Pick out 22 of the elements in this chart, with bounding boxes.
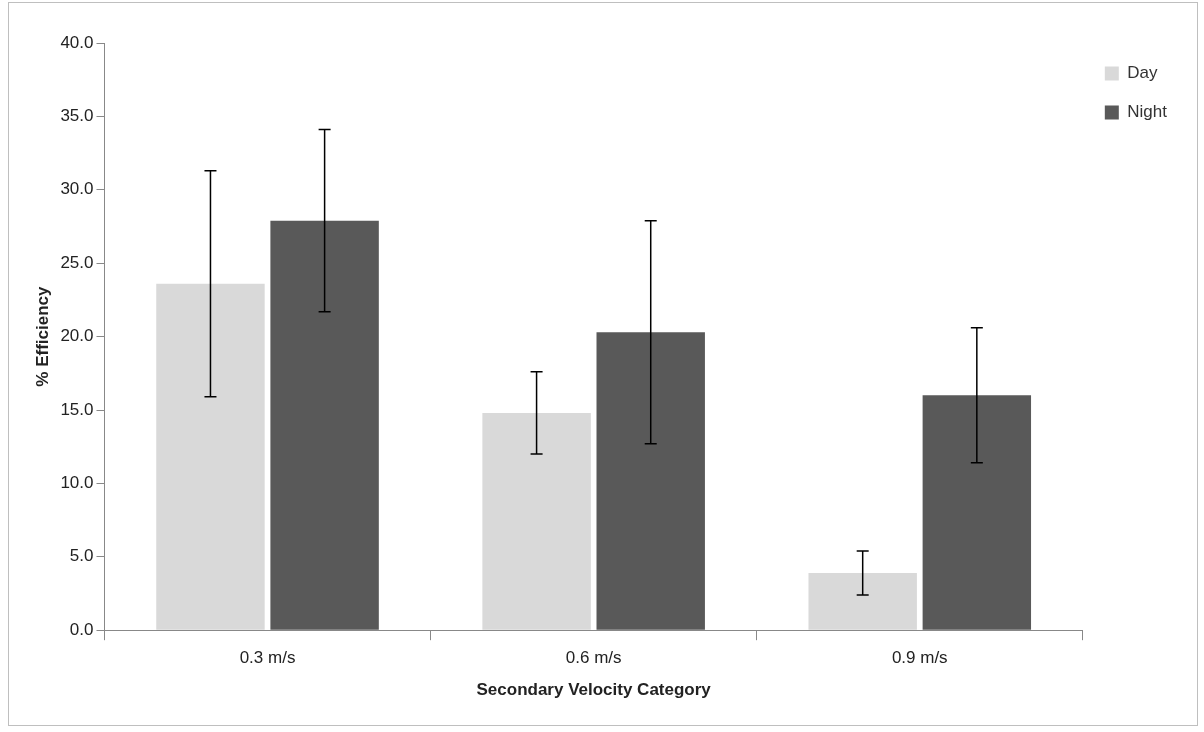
bar (482, 412, 591, 630)
legend-label: Day (1127, 63, 1159, 83)
x-axis-title: Secondary Velocity Category (476, 680, 712, 700)
bar (156, 283, 265, 630)
y-tick-label: 30.0 (60, 179, 94, 199)
y-tick-label: 35.0 (60, 106, 94, 126)
y-tick-label: 25.0 (60, 252, 94, 272)
bar (270, 220, 379, 630)
bar (808, 572, 917, 630)
x-tick-label: 0.6 m/s (565, 648, 622, 668)
y-tick-label: 0.0 (69, 619, 94, 639)
x-tick-label: 0.3 m/s (239, 648, 296, 668)
bar (596, 332, 705, 630)
y-tick-label: 10.0 (60, 473, 94, 493)
y-tick-label: 15.0 (60, 399, 94, 419)
bar (922, 395, 1032, 630)
y-axis-title: % Efficiency (32, 285, 52, 387)
y-tick-label: 40.0 (60, 32, 94, 52)
legend-label: Night (1127, 102, 1168, 122)
x-tick-label: 0.9 m/s (891, 648, 948, 668)
y-tick-label: 20.0 (60, 326, 94, 346)
y-tick-label: 5.0 (69, 546, 94, 566)
